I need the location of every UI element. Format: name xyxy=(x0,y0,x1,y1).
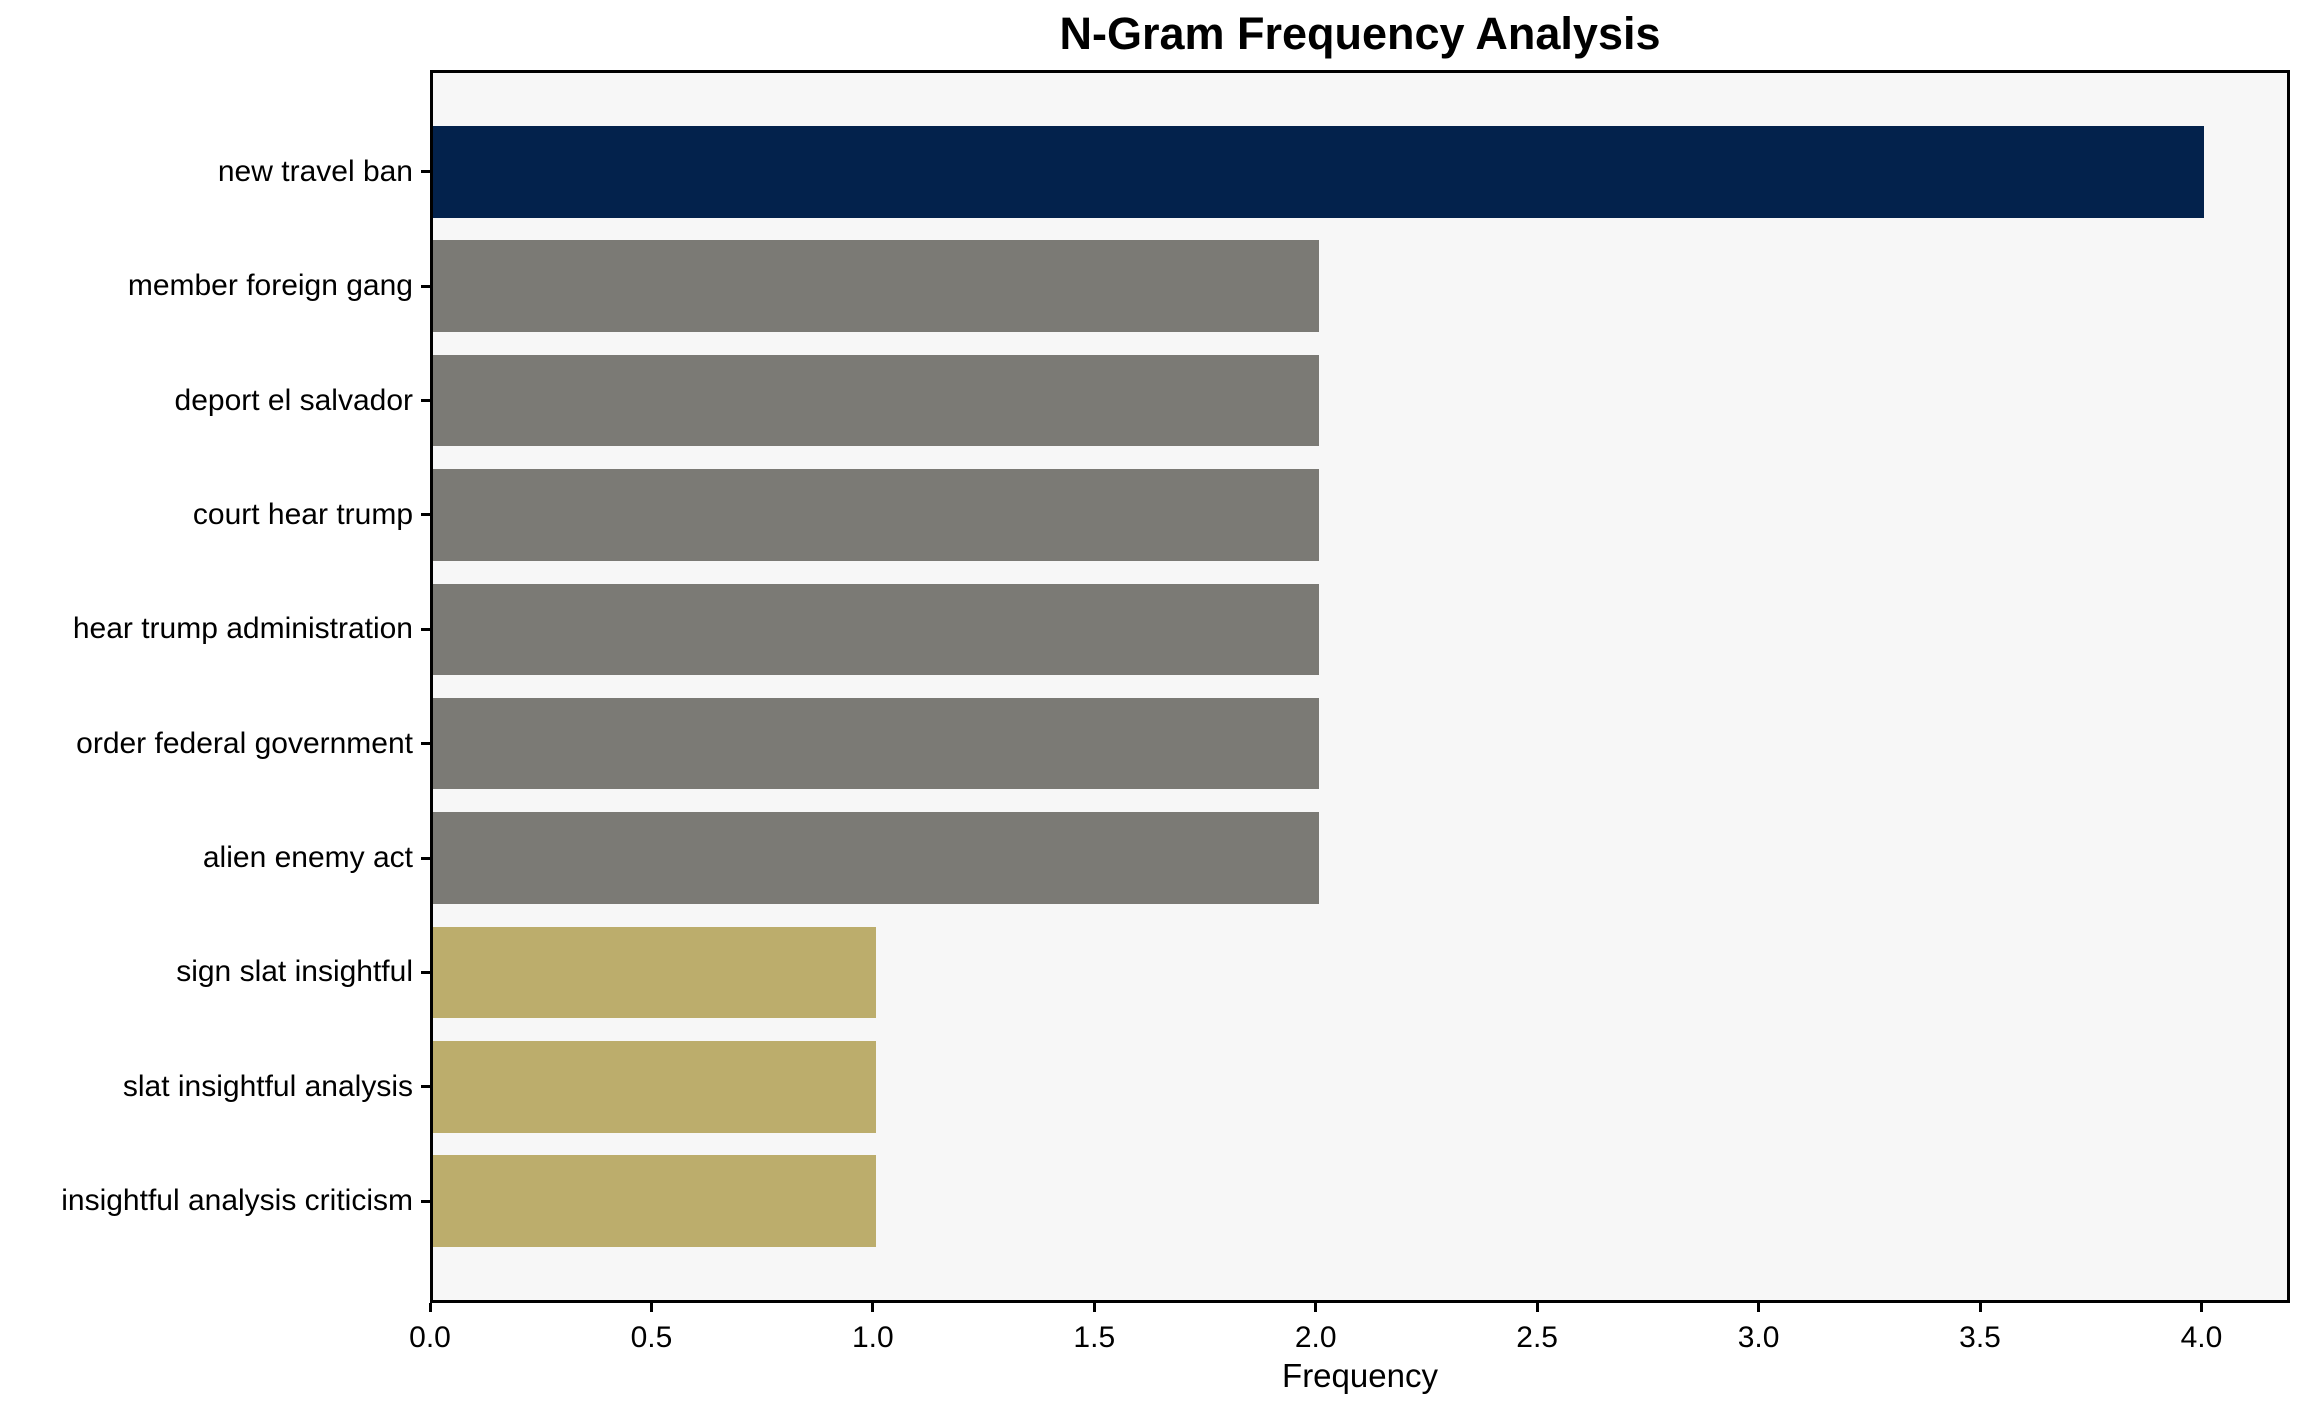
y-tick-label-new-travel-ban: new travel ban xyxy=(217,154,413,188)
bar-slat-insightful-analysis xyxy=(433,1041,876,1133)
y-tick-label-alien-enemy-act: alien enemy act xyxy=(202,841,413,875)
bar-member-foreign-gang xyxy=(433,240,1319,332)
bar-sign-slat-insightful xyxy=(433,926,876,1019)
x-tick-mark xyxy=(1314,1303,1318,1312)
chart-title: N-Gram Frequency Analysis xyxy=(1059,8,1661,59)
x-tick-mark xyxy=(1535,1303,1539,1312)
x-tick-mark xyxy=(1978,1303,1982,1312)
plot-area xyxy=(430,70,2290,1303)
x-tick-label-2.0: 2.0 xyxy=(1294,1321,1337,1354)
x-tick-mark xyxy=(2199,1303,2203,1312)
x-tick-label-4.0: 4.0 xyxy=(2180,1321,2223,1354)
bar-alien-enemy-act xyxy=(433,812,1319,904)
x-tick-mark xyxy=(871,1303,875,1312)
y-tick-mark xyxy=(421,284,430,288)
x-tick-label-1.5: 1.5 xyxy=(1073,1321,1116,1354)
x-tick-label-3.5: 3.5 xyxy=(1959,1321,2001,1354)
y-tick-label-insightful-analysis-criticism: insightful analysis criticism xyxy=(61,1184,413,1218)
x-tick-label-1.0: 1.0 xyxy=(851,1321,894,1354)
y-tick-label-member-foreign-gang: member foreign gang xyxy=(127,269,413,303)
x-tick-mark xyxy=(1757,1303,1761,1312)
y-tick-label-sign-slat-insightful: sign slat insightful xyxy=(176,955,413,989)
x-tick-mark xyxy=(428,1303,432,1312)
bar-order-federal-government xyxy=(433,697,1319,790)
y-tick-label-slat-insightful-analysis: slat insightful analysis xyxy=(122,1069,413,1103)
bar-deport-el-salvador xyxy=(433,354,1319,447)
x-axis-label: Frequency xyxy=(1282,1357,1438,1394)
x-tick-mark xyxy=(1092,1303,1096,1312)
x-tick-label-3.0: 3.0 xyxy=(1737,1321,1780,1354)
x-tick-label-0.0: 0.0 xyxy=(409,1321,451,1354)
bar-new-travel-ban xyxy=(433,126,2205,218)
y-tick-mark xyxy=(421,513,430,517)
y-tick-mark xyxy=(421,399,430,403)
y-tick-mark xyxy=(421,856,430,860)
y-tick-label-court-hear-trump: court hear trump xyxy=(192,497,413,531)
x-tick-mark xyxy=(649,1303,653,1312)
x-tick-label-2.5: 2.5 xyxy=(1516,1321,1558,1354)
y-tick-label-order-federal-government: order federal government xyxy=(76,726,413,760)
y-tick-mark xyxy=(421,170,430,174)
bar-court-hear-trump xyxy=(433,469,1319,561)
bar-insightful-analysis-criticism xyxy=(433,1155,876,1247)
y-tick-mark xyxy=(421,1199,430,1203)
x-tick-label-0.5: 0.5 xyxy=(630,1321,673,1354)
y-tick-mark xyxy=(421,627,430,631)
y-tick-label-deport-el-salvador: deport el salvador xyxy=(174,383,413,417)
y-tick-label-hear-trump-administration: hear trump administration xyxy=(72,612,413,646)
y-tick-mark xyxy=(421,1085,430,1089)
bar-hear-trump-administration xyxy=(433,583,1319,676)
y-tick-mark xyxy=(421,742,430,746)
y-tick-mark xyxy=(421,970,430,974)
